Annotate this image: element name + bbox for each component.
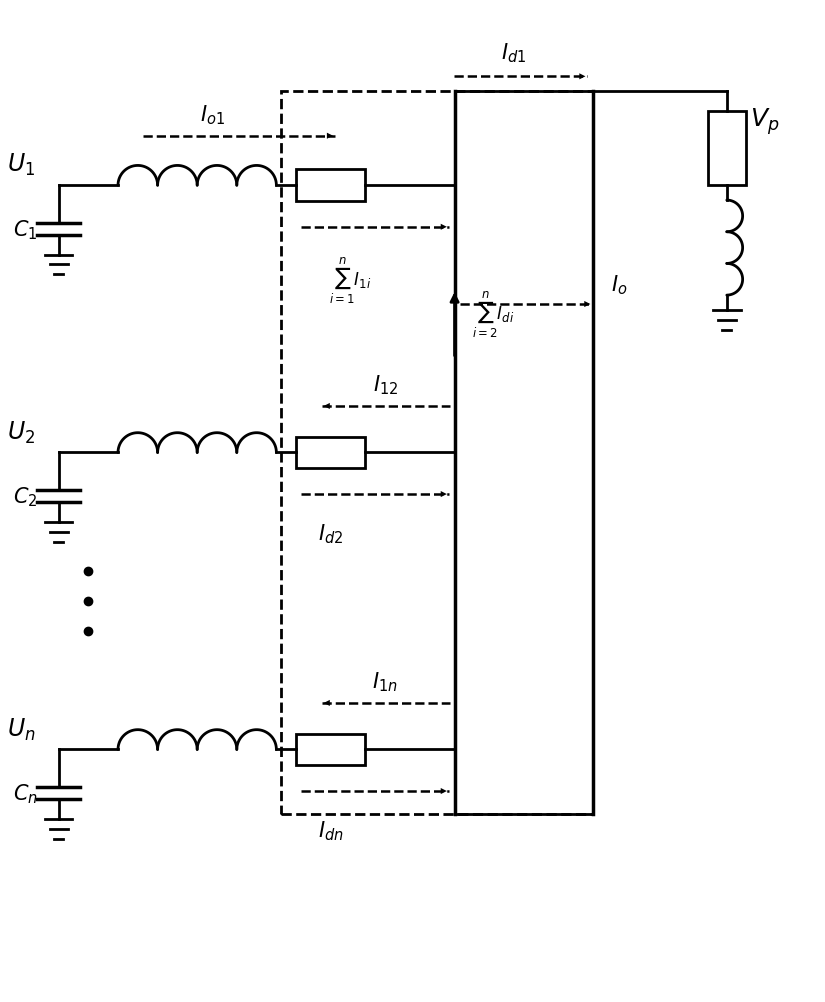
- Text: $U_2$: $U_2$: [7, 419, 35, 445]
- Text: $I_{d2}$: $I_{d2}$: [318, 522, 343, 546]
- Text: $C_1$: $C_1$: [12, 217, 37, 241]
- Bar: [296, 437, 365, 469]
- Text: $\sum_{i=1}^{n} I_{1i}$: $\sum_{i=1}^{n} I_{1i}$: [329, 256, 372, 306]
- Bar: [281, 92, 593, 814]
- Bar: [708, 112, 746, 186]
- Text: $C_n$: $C_n$: [12, 782, 37, 805]
- Text: $C_2$: $C_2$: [12, 485, 37, 508]
- Bar: [296, 170, 365, 201]
- Text: $I_{1n}$: $I_{1n}$: [372, 669, 398, 693]
- Text: $\sum_{i=2}^{n} I_{di}$: $\sum_{i=2}^{n} I_{di}$: [473, 290, 515, 340]
- Text: $I_{o1}$: $I_{o1}$: [200, 103, 224, 126]
- Text: $U_1$: $U_1$: [7, 152, 35, 178]
- Text: $V_p$: $V_p$: [750, 106, 779, 137]
- Text: $U_n$: $U_n$: [7, 715, 35, 741]
- Text: $I_{12}$: $I_{12}$: [373, 373, 398, 397]
- Bar: [296, 733, 365, 766]
- Text: $I_{d1}$: $I_{d1}$: [502, 42, 526, 65]
- Text: $I_{dn}$: $I_{dn}$: [318, 819, 344, 843]
- Text: $I_o$: $I_o$: [611, 274, 627, 297]
